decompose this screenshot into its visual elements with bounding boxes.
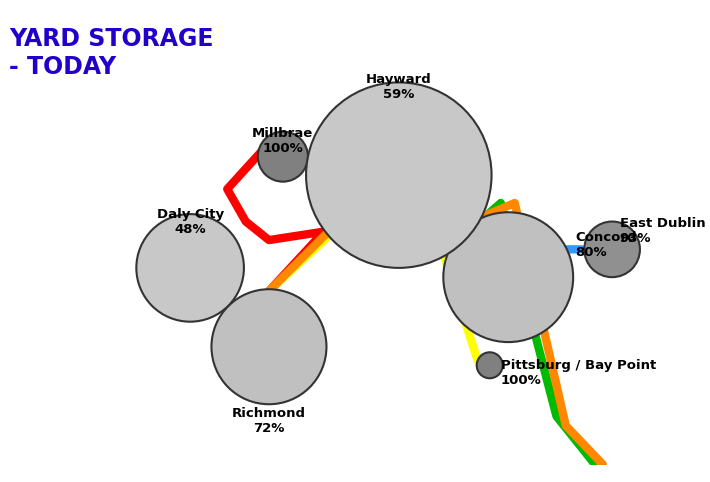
Circle shape [258, 132, 308, 182]
Text: Daly City
48%: Daly City 48% [157, 208, 224, 236]
Circle shape [212, 289, 327, 404]
Text: Richmond
72%: Richmond 72% [232, 407, 306, 435]
Circle shape [136, 214, 244, 321]
Text: East Dublin
93%: East Dublin 93% [620, 217, 705, 245]
Text: Hayward
59%: Hayward 59% [366, 73, 432, 101]
Circle shape [306, 82, 491, 268]
Text: Millbrae
100%: Millbrae 100% [252, 127, 314, 155]
Text: Pittsburg / Bay Point
100%: Pittsburg / Bay Point 100% [501, 359, 656, 387]
Text: YARD STORAGE
- TODAY: YARD STORAGE - TODAY [9, 27, 214, 79]
Circle shape [476, 352, 503, 378]
Circle shape [584, 222, 640, 277]
Circle shape [443, 212, 573, 342]
Text: Concord
80%: Concord 80% [575, 231, 637, 259]
